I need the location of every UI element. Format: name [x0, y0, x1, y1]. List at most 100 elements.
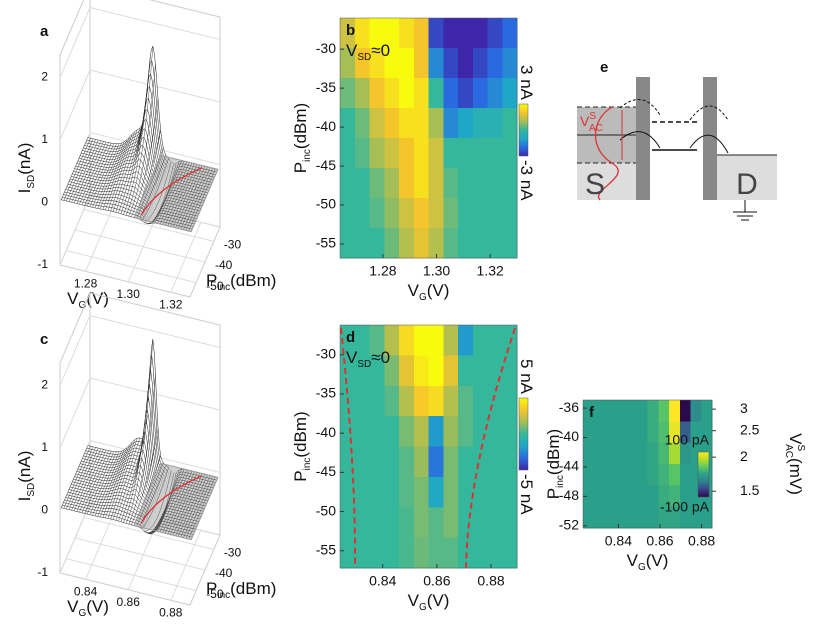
- heat-cell: [647, 485, 659, 508]
- wire: [128, 374, 156, 525]
- x-axis-label: VG(V): [408, 281, 450, 302]
- heat-cell: [443, 138, 459, 169]
- wire: [84, 451, 112, 514]
- barrier-left: [636, 77, 650, 200]
- wire: [139, 154, 167, 220]
- z-axis-label: ISD(nA): [15, 451, 36, 502]
- heat-cell: [443, 228, 459, 259]
- wire: [71, 448, 99, 511]
- x-axis-label-part: V: [408, 591, 420, 610]
- wire: [113, 128, 141, 212]
- heat-cell: [354, 138, 371, 169]
- heat-cell: [384, 416, 400, 448]
- heat-cell: [701, 506, 713, 529]
- heat-cell: [443, 18, 459, 49]
- x-axis-label-part: (V): [86, 289, 109, 308]
- heat-cell: [428, 446, 444, 478]
- heat-cell: [679, 421, 692, 444]
- wire: [172, 164, 200, 228]
- wire: [157, 469, 185, 532]
- zero-plane: [133, 462, 219, 541]
- heat-cell: [487, 325, 503, 356]
- heat-cell: [443, 385, 459, 417]
- wire: [128, 64, 156, 217]
- surface-plot: -1 0 1 2 0.84 0.86 0.88 -50 -40 -30: [37, 292, 241, 619]
- heat-cell: [472, 476, 489, 508]
- y2-axis-label-part: AC: [783, 444, 794, 458]
- x-axis-label-part: V: [408, 281, 420, 300]
- heat-cell: [340, 198, 356, 229]
- z-axis-label-part: (nA): [15, 143, 34, 175]
- wire: [107, 131, 135, 211]
- z-tick-label: 2: [41, 70, 48, 84]
- heat-cell: [701, 400, 713, 422]
- annotation-part: SD: [357, 52, 371, 63]
- y-tick-label: -36: [559, 399, 579, 415]
- annotation-part: ≈0: [371, 348, 390, 367]
- heat-cell: [354, 168, 371, 199]
- zero-plane: [133, 154, 219, 233]
- plot-frame: [339, 17, 518, 259]
- heat-cell: [583, 400, 595, 422]
- heat-cell: [413, 78, 430, 109]
- heat-cell: [340, 537, 356, 569]
- heat-cell: [369, 138, 385, 169]
- heat-cell: [679, 442, 692, 465]
- z-tick-label: 0: [41, 503, 48, 517]
- wire: [118, 436, 146, 522]
- wire: [81, 450, 109, 513]
- heat-cell: [472, 228, 489, 259]
- wire: [154, 161, 182, 224]
- heat-cell: [472, 325, 489, 356]
- heat-cell: [340, 78, 356, 109]
- heat-cell: [428, 355, 444, 387]
- wire: [136, 147, 164, 219]
- heat-cell: [502, 446, 518, 478]
- wire: [170, 472, 198, 535]
- heat-cell: [384, 18, 400, 49]
- heat-cell: [354, 537, 371, 569]
- x-axis-label-part: G: [638, 562, 646, 573]
- y-tick-label: -44: [559, 458, 579, 474]
- x-tick-label: 1.32: [477, 263, 504, 279]
- heat-cell: [502, 228, 518, 259]
- grid-line: [74, 229, 206, 263]
- x-axis-label-part: (V): [427, 281, 450, 300]
- heat-cell: [458, 48, 474, 79]
- grid-line: [59, 6, 221, 78]
- heat-cell: [428, 507, 444, 539]
- heat-cell: [369, 228, 385, 259]
- heat-cell: [428, 476, 444, 508]
- heat-cell: [487, 108, 503, 139]
- y-axis-label-part: P: [206, 271, 217, 290]
- heat-cell: [502, 507, 518, 539]
- wire: [76, 449, 104, 512]
- wire: [152, 161, 180, 224]
- y-axis-label: Pinc(dBm): [544, 429, 565, 499]
- heat-cell: [679, 464, 692, 486]
- x-tick-label: 0.84: [74, 584, 98, 598]
- colorbar-label: -5 nA: [517, 474, 536, 515]
- heat-cell: [340, 168, 356, 199]
- heat-cell: [487, 537, 503, 569]
- panel-letter: c: [40, 331, 48, 348]
- heat-cell: [615, 442, 627, 465]
- wire: [120, 85, 148, 214]
- heat-cell: [604, 485, 616, 508]
- heat-cell: [604, 464, 616, 486]
- heat-cell: [340, 48, 356, 79]
- heat-cell: [658, 506, 670, 529]
- heat-cell: [384, 138, 400, 169]
- wire: [66, 446, 94, 510]
- heat-cell: [399, 228, 415, 259]
- heat-cell: [487, 446, 503, 478]
- wire: [178, 474, 206, 537]
- heat-cell: [487, 198, 503, 229]
- grid-line: [66, 250, 197, 284]
- heat-cell: [615, 506, 627, 529]
- wire: [110, 129, 138, 212]
- drain-lead: [717, 155, 777, 200]
- y-tick-label: -40: [316, 424, 336, 440]
- y-axis-label-part: (dBm): [230, 271, 276, 290]
- heat-cell: [428, 537, 444, 569]
